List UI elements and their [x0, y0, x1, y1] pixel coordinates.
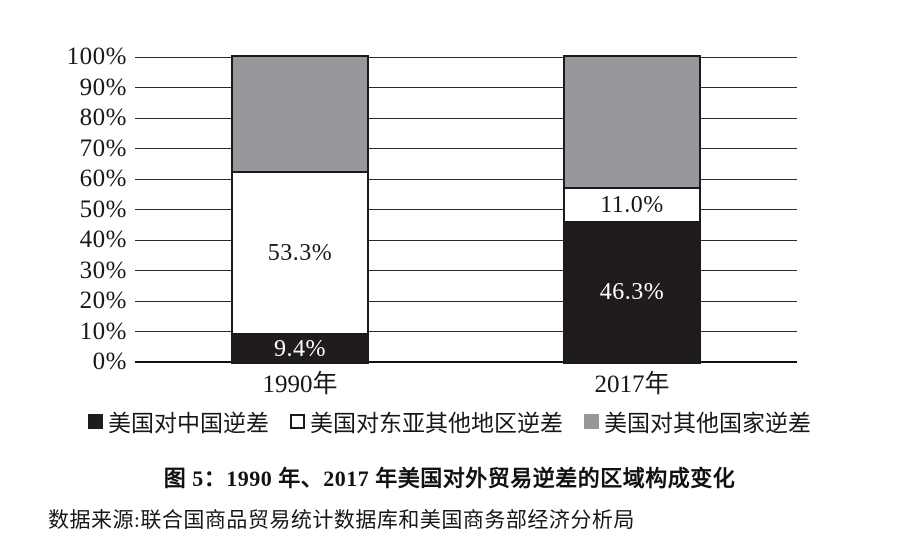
bar-segment-美国对东亚其他地区逆差: 11.0%	[565, 187, 699, 221]
gridline	[135, 209, 797, 210]
figure-title: 图 5：1990 年、2017 年美国对外贸易逆差的区域构成变化	[163, 466, 736, 491]
gridline	[135, 56, 797, 58]
gridline	[135, 239, 797, 241]
legend-label: 美国对中国逆差	[108, 411, 269, 436]
stacked-bar-2017年: 11.0% 46.3%	[563, 55, 701, 364]
chart-legend: 美国对中国逆差 美国对东亚其他地区逆差 美国对其他国家逆差	[0, 404, 899, 438]
bar-segment-美国对其他国家逆差	[233, 57, 367, 171]
bar-segment-美国对其他国家逆差	[565, 57, 699, 188]
gridline	[135, 270, 797, 271]
y-axis-tick-label: 10%	[79, 317, 127, 345]
gridline	[135, 178, 797, 180]
gridline	[135, 361, 797, 363]
y-axis-tick-label: 80%	[79, 104, 127, 131]
bar-segment-美国对中国逆差: 9.4%	[233, 333, 367, 362]
bar-segment-美国对东亚其他地区逆差: 53.3%	[233, 170, 367, 334]
x-axis-category-label: 2017年	[594, 371, 670, 398]
gridline	[135, 300, 797, 302]
y-axis-tick-label: 0%	[92, 348, 127, 375]
legend-label: 美国对其他国家逆差	[604, 411, 811, 436]
legend-item: 美国对其他国家逆差	[584, 404, 811, 438]
bar-segment-美国对中国逆差: 46.3%	[565, 220, 699, 362]
y-axis-tick-label: 60%	[79, 165, 127, 192]
y-axis-tick-label: 100%	[66, 43, 127, 70]
y-axis-tick-label: 90%	[79, 73, 127, 101]
gridline	[135, 117, 797, 119]
data-source-note: 数据来源:联合国商品贸易统计数据库和美国商务部经济分析局	[48, 508, 635, 532]
x-axis-category-label: 1990年	[262, 371, 338, 398]
legend-label: 美国对东亚其他地区逆差	[310, 411, 563, 436]
legend-swatch-filled-gray	[584, 413, 599, 429]
y-axis-tick-label: 40%	[79, 226, 127, 253]
y-axis-tick-label: 20%	[79, 287, 127, 314]
gridline	[135, 331, 797, 332]
legend-swatch-outlined-white	[290, 413, 305, 429]
y-axis-tick-label: 70%	[79, 134, 127, 162]
y-axis-tick-label: 50%	[79, 195, 127, 223]
gridline	[135, 148, 797, 149]
legend-swatch-filled-black	[88, 413, 103, 429]
legend-item: 美国对中国逆差	[88, 404, 269, 438]
stacked-bar-1990年: 53.3% 9.4%	[231, 55, 369, 364]
y-axis-tick-label: 30%	[79, 256, 127, 284]
gridline	[135, 87, 797, 88]
legend-item: 美国对东亚其他地区逆差	[290, 404, 563, 438]
